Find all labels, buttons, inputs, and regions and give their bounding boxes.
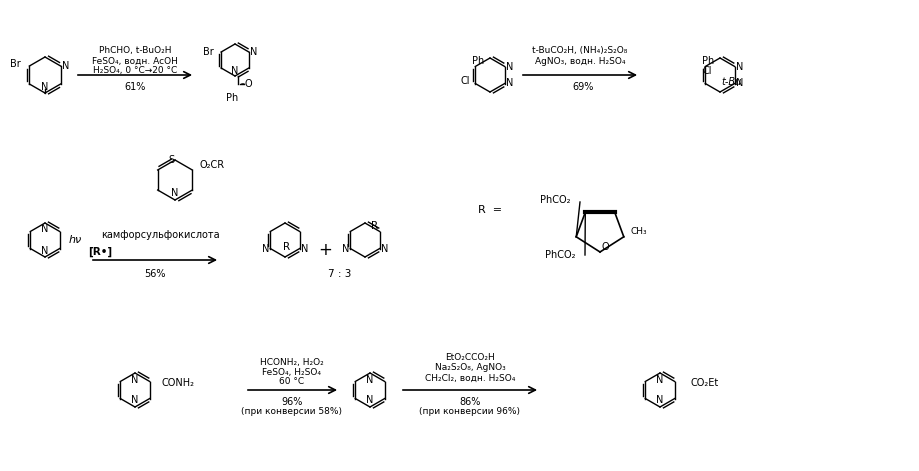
Text: N: N (366, 395, 373, 405)
Text: Ph: Ph (471, 56, 483, 66)
Text: N: N (341, 244, 348, 253)
Text: N: N (505, 62, 513, 72)
Text: N: N (655, 395, 663, 405)
Text: FeSO₄, водн. AcOH: FeSO₄, водн. AcOH (92, 57, 177, 65)
Text: N: N (131, 375, 139, 385)
Text: N: N (301, 244, 308, 253)
Text: CH₂Cl₂, водн. H₂SO₄: CH₂Cl₂, водн. H₂SO₄ (425, 374, 515, 382)
Text: O₂CR: O₂CR (199, 160, 224, 170)
Text: N: N (131, 395, 139, 405)
Text: EtO₂CCO₂H: EtO₂CCO₂H (445, 354, 494, 363)
Text: R  =: R = (477, 205, 502, 215)
Text: R: R (283, 242, 290, 252)
Text: 86%: 86% (459, 397, 480, 407)
Text: N: N (231, 66, 238, 76)
Text: Br: Br (202, 47, 213, 57)
Text: (при конверсии 58%): (при конверсии 58%) (241, 407, 342, 416)
Text: PhCHO, t-BuO₂H: PhCHO, t-BuO₂H (98, 47, 171, 56)
Text: 61%: 61% (124, 82, 145, 92)
Text: [R•]: [R•] (88, 247, 112, 257)
Text: N: N (250, 47, 257, 57)
Text: +: + (318, 241, 332, 259)
Text: N: N (41, 246, 49, 256)
Text: AgNO₃, водн. H₂SO₄: AgNO₃, водн. H₂SO₄ (534, 57, 625, 65)
Text: 7 : 3: 7 : 3 (328, 269, 351, 279)
Text: Cl: Cl (460, 75, 470, 86)
Text: FeSO₄, H₂SO₄: FeSO₄, H₂SO₄ (262, 367, 321, 376)
Text: H₂SO₄, 0 °C→20 °C: H₂SO₄, 0 °C→20 °C (93, 66, 177, 75)
Text: hν: hν (68, 235, 82, 245)
Text: 60 °C: 60 °C (279, 377, 304, 387)
Text: Ph: Ph (226, 93, 238, 103)
Text: камфорсульфокислота: камфорсульфокислота (100, 230, 219, 240)
Text: R: R (371, 221, 378, 231)
Text: 69%: 69% (572, 82, 593, 92)
Text: t-BuCO₂H, (NH₄)₂S₂O₈: t-BuCO₂H, (NH₄)₂S₂O₈ (532, 47, 627, 56)
Text: (при конверсии 96%): (при конверсии 96%) (419, 407, 520, 416)
Text: N: N (41, 82, 49, 92)
Text: Cl: Cl (702, 66, 711, 76)
Text: N: N (41, 224, 49, 234)
Text: N: N (62, 61, 69, 71)
Text: 56%: 56% (144, 269, 165, 279)
Text: t-Bu: t-Bu (721, 77, 742, 87)
Text: N: N (366, 375, 373, 385)
Text: CONH₂: CONH₂ (161, 379, 194, 389)
Text: N: N (655, 375, 663, 385)
Text: N: N (735, 62, 743, 72)
Text: N: N (171, 188, 178, 198)
Text: HCONH₂, H₂O₂: HCONH₂, H₂O₂ (260, 357, 323, 366)
Text: PhCO₂: PhCO₂ (544, 250, 574, 260)
Text: CH₃: CH₃ (630, 227, 646, 236)
Text: N: N (735, 79, 743, 89)
Text: PhCO₂: PhCO₂ (539, 195, 570, 205)
Text: N: N (261, 244, 268, 253)
Text: Br: Br (10, 59, 21, 69)
Text: Ph: Ph (701, 56, 713, 66)
Text: CO₂Et: CO₂Et (690, 379, 718, 389)
Text: N: N (380, 244, 388, 253)
Text: O: O (600, 242, 608, 252)
Text: 96%: 96% (281, 397, 302, 407)
Text: S: S (168, 155, 174, 165)
Text: O: O (244, 79, 252, 89)
Text: Na₂S₂O₈, AgNO₃: Na₂S₂O₈, AgNO₃ (434, 364, 505, 373)
Text: N: N (505, 79, 513, 89)
